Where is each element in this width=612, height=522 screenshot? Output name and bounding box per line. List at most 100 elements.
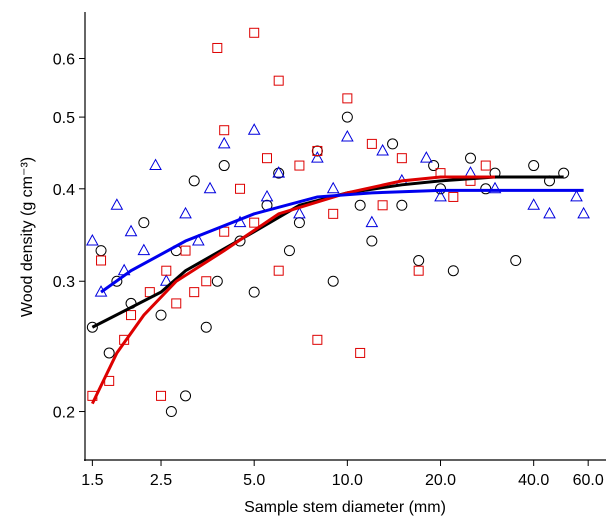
point xyxy=(377,200,388,211)
point xyxy=(312,145,323,156)
point xyxy=(211,275,223,287)
point xyxy=(413,255,425,267)
point xyxy=(235,183,246,194)
point xyxy=(413,265,424,276)
x-tick-label: 20.0 xyxy=(425,472,456,489)
point xyxy=(217,136,231,149)
point xyxy=(366,138,377,149)
point xyxy=(171,298,182,309)
y-tick-label: 0.2 xyxy=(53,405,75,422)
point xyxy=(341,129,354,142)
point xyxy=(188,175,200,187)
point xyxy=(328,208,339,219)
point xyxy=(396,199,408,211)
point xyxy=(428,160,440,172)
point xyxy=(191,233,205,246)
point xyxy=(365,215,379,228)
point xyxy=(86,233,99,246)
x-tick-label: 5.0 xyxy=(243,472,265,489)
point xyxy=(354,199,366,211)
point xyxy=(249,27,260,38)
point xyxy=(528,160,540,172)
point xyxy=(434,189,447,202)
point xyxy=(293,206,306,219)
point xyxy=(96,255,107,266)
x-tick-label: 10.0 xyxy=(332,472,363,489)
point xyxy=(261,153,272,164)
fit-line xyxy=(91,175,496,405)
point xyxy=(420,151,433,163)
point xyxy=(341,111,353,123)
x-axis-label: Sample stem diameter (mm) xyxy=(244,499,446,516)
point xyxy=(293,217,305,229)
point xyxy=(273,75,284,86)
point xyxy=(180,390,192,402)
point xyxy=(203,181,217,194)
point xyxy=(249,217,260,228)
point xyxy=(126,310,137,321)
point xyxy=(543,206,556,219)
point xyxy=(342,93,353,104)
point xyxy=(165,406,177,418)
point xyxy=(248,286,260,298)
point xyxy=(155,309,167,321)
point xyxy=(465,152,477,164)
x-tick-label: 60.0 xyxy=(573,472,604,489)
point xyxy=(179,206,192,219)
point xyxy=(149,158,162,171)
point xyxy=(527,198,541,210)
x-tick-label: 40.0 xyxy=(518,472,549,489)
point xyxy=(480,183,492,195)
y-axis-label: Wood density (g cm⁻³) xyxy=(19,157,36,317)
point xyxy=(311,145,323,157)
point xyxy=(488,181,502,194)
point xyxy=(311,151,324,163)
point xyxy=(200,321,212,333)
point xyxy=(260,189,274,202)
point xyxy=(355,347,366,358)
point xyxy=(376,143,389,156)
point xyxy=(156,390,167,401)
point xyxy=(272,166,286,178)
point xyxy=(283,245,295,257)
point xyxy=(326,181,340,194)
point xyxy=(448,191,459,202)
point xyxy=(189,287,200,298)
point xyxy=(95,245,107,257)
point xyxy=(212,42,223,53)
y-tick-label: 0.4 xyxy=(53,182,75,199)
point xyxy=(111,275,123,287)
point xyxy=(312,334,323,345)
point xyxy=(570,189,583,202)
point xyxy=(294,160,305,171)
point xyxy=(138,217,150,229)
fit-line xyxy=(100,188,584,294)
point xyxy=(161,265,172,276)
point xyxy=(366,235,378,247)
point xyxy=(180,245,191,256)
point xyxy=(435,183,447,195)
point xyxy=(396,153,407,164)
y-tick-label: 0.6 xyxy=(53,52,75,69)
point xyxy=(124,224,138,237)
point xyxy=(447,265,459,277)
point xyxy=(218,160,230,172)
x-tick-label: 2.5 xyxy=(150,472,172,489)
y-tick-label: 0.3 xyxy=(53,274,75,291)
point xyxy=(480,160,491,171)
point xyxy=(247,123,261,135)
point xyxy=(577,206,590,219)
point xyxy=(273,265,284,276)
point xyxy=(110,198,124,210)
point xyxy=(387,138,399,150)
y-tick-label: 0.5 xyxy=(53,110,75,127)
x-tick-label: 1.5 xyxy=(81,472,103,489)
point xyxy=(219,125,230,136)
point xyxy=(327,275,339,287)
point xyxy=(159,274,173,286)
point xyxy=(86,321,98,333)
point xyxy=(201,276,212,287)
point xyxy=(103,347,115,359)
